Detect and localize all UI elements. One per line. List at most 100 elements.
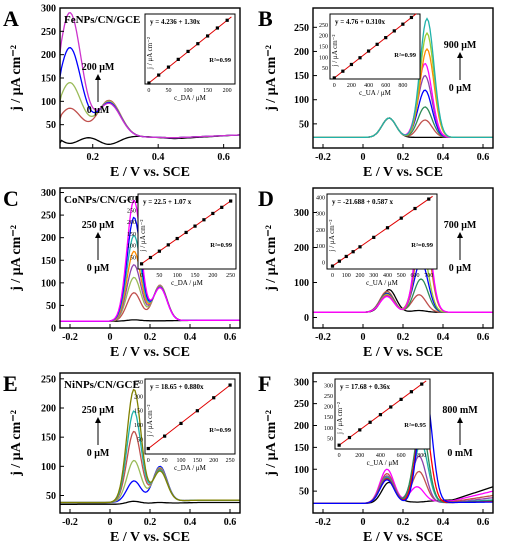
inset-x-label: c_DA / μM	[174, 464, 207, 472]
x-tick-label: 0	[361, 517, 366, 528]
inset-data-point	[176, 57, 180, 61]
x-tick-label: 0.2	[144, 332, 157, 343]
inset-data-point	[179, 421, 183, 426]
inset-data-point	[347, 435, 352, 440]
inset-fit-line	[148, 383, 232, 449]
inset-equation: y = 17.68 + 0.36x	[340, 383, 390, 391]
inset-data-point	[147, 81, 151, 85]
inset-data-point	[375, 42, 379, 46]
inset-y-label: j / μA cm⁻²	[139, 220, 147, 253]
cv-curve-1	[60, 500, 240, 505]
inset-data-point	[358, 428, 362, 432]
inset-y-tick-label: 150	[127, 232, 136, 238]
x-tick-label: 0	[108, 332, 113, 343]
cv-curves	[60, 199, 240, 322]
inset-x-tick-label: 200	[223, 88, 232, 94]
inset-x-tick-label: 400	[383, 273, 392, 279]
inset-x-tick-label: 100	[173, 273, 182, 279]
inset-r2: R²=0.95	[404, 422, 426, 429]
conc-arrow-head	[95, 232, 101, 238]
conc-arrow-head	[457, 417, 463, 423]
inset-data-point	[215, 26, 219, 30]
inset-data-point	[166, 243, 170, 247]
conc-low-label: 0 mM	[447, 448, 473, 459]
inset-x-tick-label: 800	[398, 83, 407, 89]
inset-data-point	[378, 413, 383, 417]
inset-y-tick-label: 250	[324, 394, 333, 400]
inset-data-point	[139, 262, 144, 266]
y-tick-label: 0	[304, 313, 309, 324]
inset-data-point	[337, 259, 341, 263]
y-tick-label: 250	[41, 211, 56, 222]
inset-calibration: 0 200 400 600 800 50 100 150 200 250 300 y = 17.68 …	[324, 378, 431, 467]
inset-data-point	[389, 405, 393, 409]
conc-low-label: 0 μM	[87, 263, 110, 274]
panel-c: C -0.2 0 0.2 0.4 0.6 0 50 100 150 200 250 300 E / V v…	[3, 186, 241, 360]
inset-y-tick-label: 200	[316, 228, 325, 234]
inset-y-tick-label: 100	[324, 426, 333, 432]
x-tick-label: 0.6	[477, 152, 490, 163]
inset-x-tick-label: 800	[417, 453, 426, 459]
inset-data-point	[344, 254, 348, 259]
conc-low-label: 0 μM	[449, 263, 472, 274]
x-tick-label: 0.4	[184, 517, 197, 528]
inset-data-point	[420, 382, 424, 386]
inset-x-tick-label: 50	[162, 458, 168, 464]
inset-x-label: c_UA / μM	[366, 279, 399, 287]
electrode-label: NiNPs/CN/GCE	[64, 379, 140, 391]
x-tick-label: 0.4	[437, 152, 450, 163]
inset-x-tick-label: 400	[376, 453, 385, 459]
y-tick-label: 50	[299, 119, 309, 130]
conc-high-label: 250 μM	[82, 220, 115, 231]
y-tick-label: 150	[41, 256, 56, 267]
inset-data-point	[337, 443, 341, 447]
y-tick-label: 100	[41, 462, 56, 473]
x-axis-label: E / V vs. SCE	[363, 345, 443, 360]
y-tick-label: 50	[46, 491, 56, 502]
inset-data-point	[225, 18, 229, 22]
inset-data-point	[372, 235, 376, 239]
inset-x-tick-label: 100	[177, 458, 186, 464]
conc-low-label: 0 μM	[449, 83, 472, 94]
inset-y-tick-label: 50	[322, 66, 328, 72]
y-tick-label: 100	[294, 465, 309, 476]
cv-curves	[60, 388, 240, 505]
inset-data-point	[220, 205, 224, 209]
inset-equation: y = 4.236 + 1.30x	[150, 18, 200, 26]
inset-data-point	[195, 409, 199, 413]
inset-x-tick-label: 250	[226, 458, 235, 464]
y-axis-label: j / μA cm⁻²	[264, 225, 279, 292]
inset-equation: y = 22.5 + 1.07 x	[143, 198, 192, 206]
inset-y-tick-label: 250	[319, 23, 328, 29]
inset-x-label: c_DA / μM	[171, 279, 204, 287]
y-tick-label: 250	[294, 399, 309, 410]
panel-letter: F	[258, 371, 271, 396]
inset-y-tick-label: 300	[324, 383, 333, 389]
cv-curve-3	[313, 278, 493, 313]
inset-y-tick-label: 200	[134, 394, 143, 400]
conc-arrow-head	[95, 74, 101, 80]
y-tick-label: 200	[41, 50, 56, 61]
y-tick-label: 150	[294, 71, 309, 82]
inset-data-point	[157, 73, 161, 77]
inset-r2: R²=0.99	[210, 242, 232, 249]
inset-r2: R²=0.99	[411, 242, 433, 249]
inset-calibration: 0 50 100 150 200 y = 4.236 + 1.30x R²=0.99 c_DA…	[144, 13, 236, 102]
inset-data-point	[196, 42, 200, 46]
x-tick-label: 0.6	[217, 152, 230, 163]
inset-data-point	[384, 36, 388, 40]
inset-y-tick-label: 200	[324, 405, 333, 411]
inset-r2: R²=0.99	[209, 57, 231, 64]
inset-x-tick-label: 0	[147, 88, 150, 94]
inset-x-tick-label: 700	[424, 273, 433, 279]
panel-letter: E	[3, 371, 18, 396]
x-tick-label: 0.6	[224, 332, 237, 343]
cv-curve-4	[313, 89, 493, 139]
inset-data-point	[368, 420, 372, 424]
x-axis-label: E / V vs. SCE	[363, 165, 443, 180]
cv-curve-8	[313, 197, 493, 313]
inset-data-point	[211, 211, 215, 216]
y-tick-label: 250	[294, 23, 309, 34]
x-tick-label: 0.4	[184, 332, 197, 343]
y-tick-label: 200	[294, 243, 309, 254]
